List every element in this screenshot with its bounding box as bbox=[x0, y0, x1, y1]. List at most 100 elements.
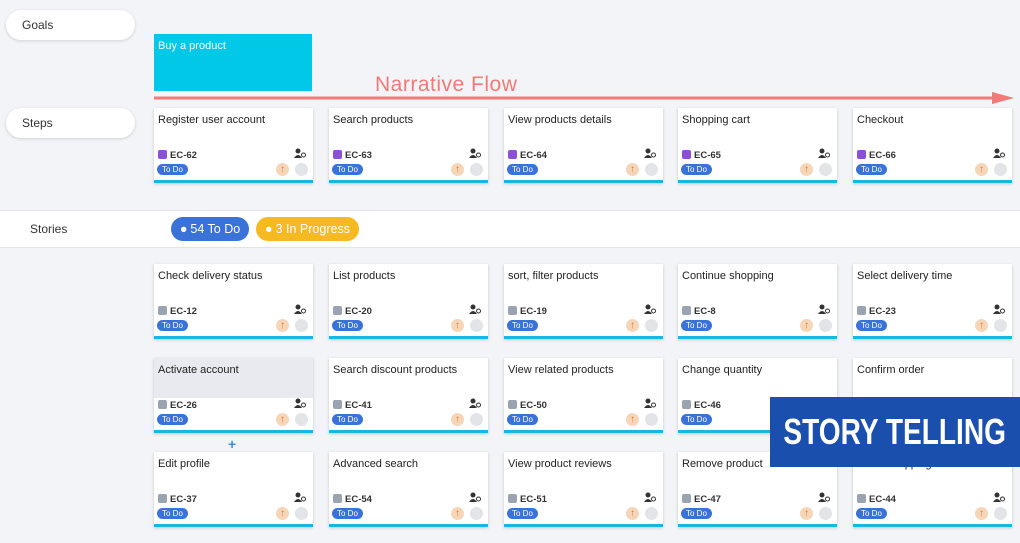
priority-icon: ↑ bbox=[276, 319, 289, 332]
status-badge[interactable]: To Do bbox=[856, 320, 887, 331]
card[interactable]: Advanced search EC-54 To Do ↑ bbox=[329, 452, 488, 527]
card[interactable]: Checkout EC-66 To Do ↑ bbox=[853, 108, 1012, 183]
card-title: Search products bbox=[333, 114, 414, 126]
priority-icon: ↑ bbox=[451, 507, 464, 520]
issue-key: EC-41 bbox=[345, 400, 372, 411]
card[interactable]: Search discount products EC-41 To Do ↑ bbox=[329, 358, 488, 433]
issue-icon bbox=[682, 306, 691, 315]
status-badge[interactable]: To Do bbox=[332, 414, 363, 425]
issue-key: EC-44 bbox=[869, 494, 896, 505]
status-badge[interactable]: To Do bbox=[332, 320, 363, 331]
card-title: Select delivery time bbox=[857, 270, 953, 282]
card[interactable]: View products details EC-64 To Do ↑ bbox=[504, 108, 663, 183]
issue-key: EC-66 bbox=[869, 150, 896, 161]
card[interactable]: List products EC-20 To Do ↑ bbox=[329, 264, 488, 339]
assignee-icon bbox=[469, 492, 481, 505]
status-badge[interactable]: To Do bbox=[157, 508, 188, 519]
issue-icon bbox=[508, 306, 517, 315]
assignee-icon bbox=[644, 148, 656, 161]
more-icon bbox=[994, 163, 1007, 176]
card[interactable]: View product reviews EC-51 To Do ↑ bbox=[504, 452, 663, 527]
todo-count[interactable]: ● 54 To Do bbox=[171, 217, 249, 241]
status-badge[interactable]: To Do bbox=[157, 164, 188, 175]
add-button[interactable]: + bbox=[228, 436, 237, 452]
priority-icon: ↑ bbox=[975, 319, 988, 332]
status-badge[interactable]: To Do bbox=[681, 164, 712, 175]
issue-icon bbox=[508, 494, 517, 503]
more-icon bbox=[819, 163, 832, 176]
card-title: Confirm order bbox=[857, 364, 925, 376]
more-icon bbox=[819, 507, 832, 520]
issue-icon bbox=[333, 150, 342, 159]
status-badge[interactable]: To Do bbox=[507, 414, 538, 425]
priority-icon: ↑ bbox=[276, 507, 289, 520]
priority-icon: ↑ bbox=[800, 319, 813, 332]
assignee-icon bbox=[294, 304, 306, 317]
priority-icon: ↑ bbox=[276, 413, 289, 426]
status-badge[interactable]: To Do bbox=[681, 320, 712, 331]
card[interactable]: Register user account EC-62 To Do ↑ bbox=[154, 108, 313, 183]
status-badge[interactable]: To Do bbox=[332, 164, 363, 175]
assignee-icon bbox=[294, 492, 306, 505]
issue-icon bbox=[158, 494, 167, 503]
issue-key: EC-50 bbox=[520, 400, 547, 411]
more-icon bbox=[470, 163, 483, 176]
assignee-icon bbox=[469, 398, 481, 411]
card[interactable]: Shopping cart EC-65 To Do ↑ bbox=[678, 108, 837, 183]
flow-arrow bbox=[154, 92, 1014, 104]
card[interactable]: sort, filter products EC-19 To Do ↑ bbox=[504, 264, 663, 339]
status-badge[interactable]: To Do bbox=[157, 414, 188, 425]
banner: STORY TELLING bbox=[770, 397, 1020, 467]
card[interactable]: Select delivery time EC-23 To Do ↑ bbox=[853, 264, 1012, 339]
card-title: Advanced search bbox=[333, 458, 418, 470]
goals-lane: Goals bbox=[6, 10, 135, 40]
card-title: View products details bbox=[508, 114, 612, 126]
status-badge[interactable]: To Do bbox=[507, 508, 538, 519]
card-title: View product reviews bbox=[508, 458, 612, 470]
more-icon bbox=[470, 413, 483, 426]
lane-label: Goals bbox=[22, 18, 54, 32]
assignee-icon bbox=[993, 304, 1005, 317]
more-icon bbox=[295, 319, 308, 332]
issue-key: EC-19 bbox=[520, 306, 547, 317]
more-icon bbox=[470, 507, 483, 520]
card[interactable]: View related products EC-50 To Do ↑ bbox=[504, 358, 663, 433]
card[interactable]: Search products EC-63 To Do ↑ bbox=[329, 108, 488, 183]
issue-key: EC-54 bbox=[345, 494, 372, 505]
card[interactable]: Activate account EC-26 To Do ↑ bbox=[154, 358, 313, 433]
status-badge[interactable]: To Do bbox=[507, 164, 538, 175]
more-icon bbox=[645, 413, 658, 426]
more-icon bbox=[645, 163, 658, 176]
status-badge[interactable]: To Do bbox=[681, 508, 712, 519]
issue-key: EC-46 bbox=[694, 400, 721, 411]
lane-label: Steps bbox=[22, 116, 53, 130]
card-title: Register user account bbox=[158, 114, 265, 126]
goal-card[interactable]: Buy a product bbox=[154, 34, 312, 91]
more-icon bbox=[994, 507, 1007, 520]
card-title: List products bbox=[333, 270, 396, 282]
assignee-icon bbox=[294, 398, 306, 411]
card[interactable]: Edit profile EC-37 To Do ↑ bbox=[154, 452, 313, 527]
card-highlight bbox=[154, 358, 313, 398]
more-icon bbox=[819, 319, 832, 332]
status-badge[interactable]: To Do bbox=[507, 320, 538, 331]
issue-key: EC-20 bbox=[345, 306, 372, 317]
card-title: Checkout bbox=[857, 114, 904, 126]
priority-icon: ↑ bbox=[626, 413, 639, 426]
card[interactable]: Continue shopping EC-8 To Do ↑ bbox=[678, 264, 837, 339]
priority-icon: ↑ bbox=[626, 319, 639, 332]
status-badge[interactable]: To Do bbox=[681, 414, 712, 425]
priority-icon: ↑ bbox=[626, 163, 639, 176]
assignee-icon bbox=[469, 148, 481, 161]
card-title: sort, filter products bbox=[508, 270, 599, 282]
card[interactable]: Check delivery status EC-12 To Do ↑ bbox=[154, 264, 313, 339]
status-badge[interactable]: To Do bbox=[332, 508, 363, 519]
progress-count[interactable]: ● 3 In Progress bbox=[256, 217, 359, 241]
status-badge[interactable]: To Do bbox=[856, 508, 887, 519]
issue-key: EC-23 bbox=[869, 306, 896, 317]
issue-icon bbox=[682, 150, 691, 159]
status-badge[interactable]: To Do bbox=[856, 164, 887, 175]
issue-key: EC-37 bbox=[170, 494, 197, 505]
status-badge[interactable]: To Do bbox=[157, 320, 188, 331]
card-title: Change quantity bbox=[682, 364, 763, 376]
